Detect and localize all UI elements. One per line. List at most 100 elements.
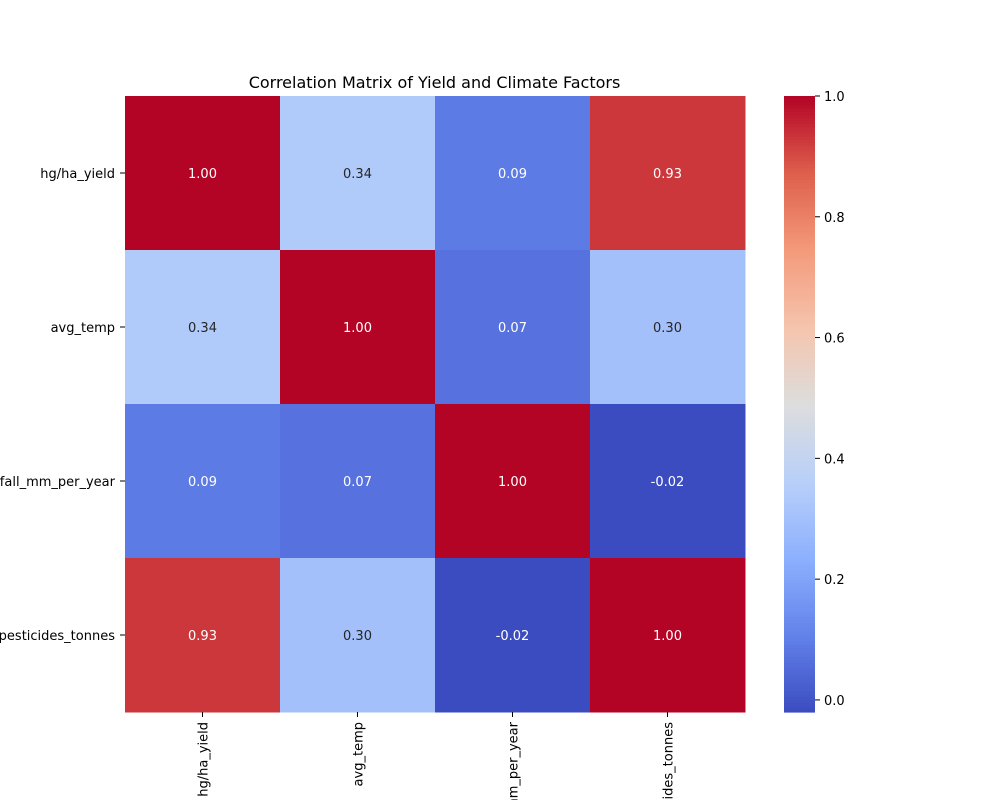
colorbar-segment — [784, 394, 815, 399]
colorbar-segment — [784, 179, 815, 183]
colorbar-segment — [784, 188, 815, 193]
colorbar-segment — [784, 148, 815, 153]
colorbar-segment — [784, 696, 815, 701]
colorbar-segment — [784, 505, 815, 510]
colorbar-segment — [784, 111, 815, 116]
colorbar-segment — [784, 678, 815, 682]
colorbar-segment — [784, 296, 815, 300]
colorbar-segment — [784, 277, 815, 282]
colorbar-segment — [784, 453, 815, 457]
colorbar-segment — [784, 120, 815, 125]
colorbar-segment — [784, 216, 815, 220]
cell-value-label: -0.02 — [496, 629, 530, 644]
colorbar-segment — [784, 286, 815, 291]
colorbar-segment — [784, 114, 815, 119]
colorbar-segment — [784, 228, 815, 233]
colorbar-segment — [784, 256, 815, 260]
colorbar-segment — [784, 320, 815, 325]
colorbar-segment — [784, 413, 815, 417]
colorbar-segment — [784, 274, 815, 279]
colorbar-segment — [784, 702, 815, 707]
colorbar-segment — [784, 209, 815, 214]
colorbar-segment — [784, 628, 815, 633]
heatmap-cell — [125, 96, 281, 251]
colorbar-segment — [784, 397, 815, 402]
colorbar-tick-label: 0.8 — [824, 211, 845, 226]
colorbar-segment — [784, 548, 815, 553]
colorbar-segment — [784, 622, 815, 627]
colorbar-segment — [784, 327, 815, 331]
colorbar-segment — [784, 391, 815, 396]
y-tick-label: avg_temp — [51, 321, 115, 336]
colorbar-segment — [784, 96, 815, 100]
colorbar-tick-label: 0.2 — [824, 573, 845, 588]
colorbar-segment — [784, 259, 815, 263]
colorbar-segment — [784, 132, 815, 137]
colorbar-segment — [784, 237, 815, 242]
colorbar-segment — [784, 635, 815, 639]
colorbar-segment — [784, 653, 815, 658]
colorbar-segment — [784, 379, 815, 384]
colorbar-tick-label: 0.0 — [824, 694, 845, 709]
colorbar-segment — [784, 567, 815, 571]
colorbar-segment — [784, 564, 815, 568]
heatmap-cell — [280, 404, 436, 559]
heatmap-cell — [125, 250, 281, 405]
cell-value-label: 0.09 — [188, 475, 217, 490]
colorbar-segment — [784, 330, 815, 334]
colorbar-segment — [784, 231, 815, 236]
y-tick-label: average_rain_fall_mm_per_year — [0, 475, 116, 490]
colorbar-segment — [784, 317, 815, 322]
y-tick-label: hg/ha_yield — [40, 167, 115, 182]
colorbar-segment — [784, 539, 815, 544]
colorbar-segment — [784, 197, 815, 202]
colorbar-segment — [784, 422, 815, 427]
colorbar-segment — [784, 376, 815, 380]
colorbar-segment — [784, 314, 815, 319]
colorbar-segment — [784, 616, 815, 621]
colorbar-tick-label: 0.4 — [824, 452, 845, 467]
cell-value-label: 1.00 — [188, 167, 217, 182]
colorbar-segment — [784, 160, 815, 165]
colorbar-segment — [784, 585, 815, 590]
colorbar-segment — [784, 342, 815, 347]
colorbar-segment — [784, 690, 815, 695]
colorbar-segment — [784, 129, 815, 134]
colorbar-segment — [784, 419, 815, 424]
colorbar-segment — [784, 610, 815, 615]
colorbar-segment — [784, 280, 815, 285]
colorbar-segment — [784, 650, 815, 655]
colorbar-segment — [784, 641, 815, 645]
heatmap-cell — [590, 96, 746, 251]
colorbar-segment — [784, 521, 815, 525]
colorbar-segment — [784, 182, 815, 186]
colorbar-segment — [784, 579, 815, 584]
colorbar-segment — [784, 450, 815, 454]
colorbar-segment — [784, 139, 815, 143]
colorbar-segment — [784, 465, 815, 470]
colorbar-segment — [784, 533, 815, 538]
colorbar-segment — [784, 687, 815, 692]
colorbar-segment — [784, 573, 815, 578]
colorbar-segment — [784, 619, 815, 624]
colorbar-segment — [784, 142, 815, 146]
colorbar-segment — [784, 108, 815, 112]
colorbar-segment — [784, 243, 815, 248]
colorbar-segment — [784, 234, 815, 239]
colorbar-segment — [784, 499, 815, 504]
colorbar-segment — [784, 527, 815, 531]
colorbar-segment — [784, 348, 815, 353]
colorbar-segment — [784, 591, 815, 596]
colorbar-segment — [784, 151, 815, 156]
colorbar-segment — [784, 410, 815, 414]
colorbar-segment — [784, 268, 815, 273]
colorbar-segment — [784, 545, 815, 550]
colorbar-segment — [784, 705, 815, 710]
x-tick-label: pesticides_tonnes — [662, 722, 677, 800]
colorbar-segment — [784, 607, 815, 611]
colorbar-segment — [784, 625, 815, 630]
colorbar-segment — [784, 601, 815, 605]
colorbar-segment — [784, 468, 815, 473]
y-axis-labels: hg/ha_yield avg_temp average_rain_fall_mm_… — [0, 167, 125, 644]
